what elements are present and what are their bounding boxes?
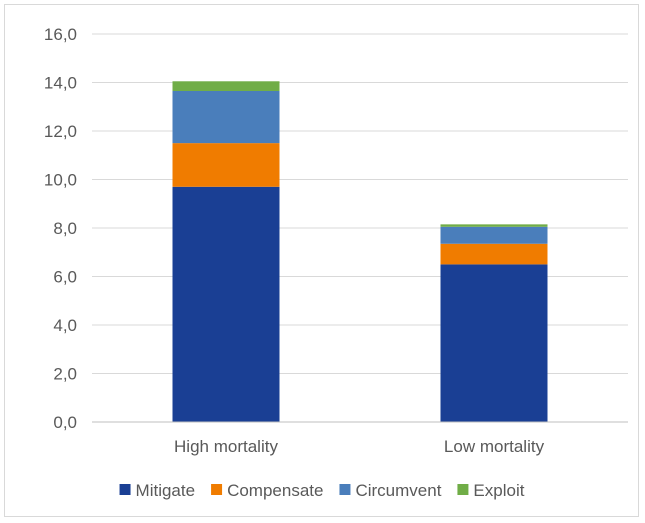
legend-label: Mitigate (136, 481, 196, 500)
y-tick-label: 16,0 (44, 25, 77, 44)
bar-compensate (440, 243, 548, 265)
y-tick-label: 12,0 (44, 122, 77, 141)
x-category-label: Low mortality (444, 437, 545, 456)
x-category-label: High mortality (174, 437, 278, 456)
legend-swatch-circumvent (339, 484, 351, 495)
bar-mitigate (440, 264, 548, 422)
x-axis-categories: High mortality Low mortality (174, 437, 545, 456)
legend-label: Circumvent (355, 481, 441, 500)
legend-swatch-mitigate (119, 484, 131, 495)
y-tick-label: 0,0 (53, 413, 77, 432)
y-tick-label: 6,0 (53, 268, 77, 287)
bar-mitigate (172, 186, 280, 422)
y-tick-label: 14,0 (44, 74, 77, 93)
bar-exploit (172, 81, 280, 91)
bar-exploit (440, 224, 548, 227)
bars (172, 81, 548, 422)
legend-label: Exploit (473, 481, 524, 500)
y-tick-label: 8,0 (53, 219, 77, 238)
bar-circumvent (440, 226, 548, 244)
bar-circumvent (172, 90, 280, 144)
legend-label: Compensate (227, 481, 323, 500)
legend-swatch-compensate (211, 484, 223, 495)
bar-compensate (172, 143, 280, 187)
y-tick-label: 4,0 (53, 316, 77, 335)
legend: Mitigate Compensate Circumvent Exploit (119, 481, 525, 500)
legend-swatch-exploit (457, 484, 469, 495)
gridlines (92, 33, 628, 374)
y-axis-ticks: 0,0 2,0 4,0 6,0 8,0 10,0 12,0 14,0 16,0 (44, 25, 77, 432)
y-tick-label: 2,0 (53, 365, 77, 384)
y-tick-label: 10,0 (44, 171, 77, 190)
